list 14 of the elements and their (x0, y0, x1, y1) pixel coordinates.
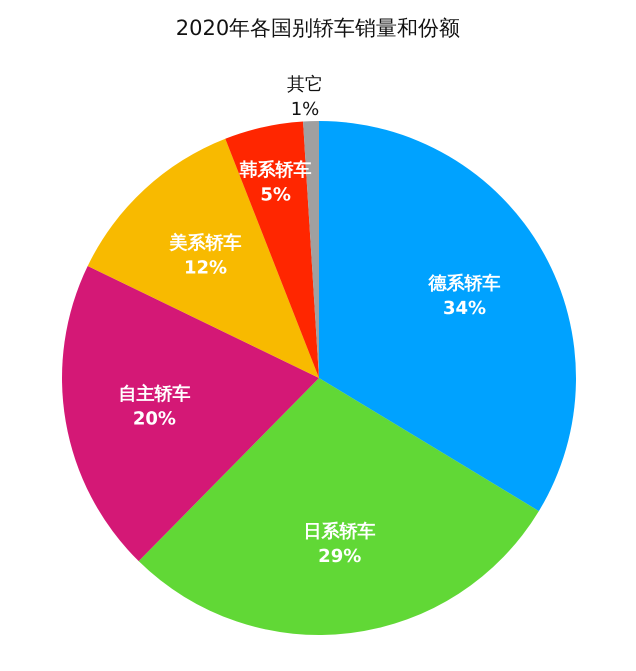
slice-label: 德系轿车 (428, 272, 501, 294)
pie-slice (88, 138, 319, 378)
slice-label: 日系轿车 (304, 520, 376, 542)
slice-label: 自主轿车 (118, 383, 190, 404)
data-label: 5% (260, 184, 291, 206)
data-label: 20% (132, 408, 176, 430)
pie-slice (319, 121, 576, 512)
data-label: 12% (184, 257, 228, 278)
chart-title: 2020年各国别轿车销量和份额 (174, 15, 462, 42)
slice-label: 其它 (287, 74, 324, 96)
slice-label: 美系轿车 (168, 232, 242, 254)
data-label: 34% (442, 298, 486, 319)
data-label: 29% (318, 546, 362, 567)
data-label: 1% (290, 99, 320, 120)
